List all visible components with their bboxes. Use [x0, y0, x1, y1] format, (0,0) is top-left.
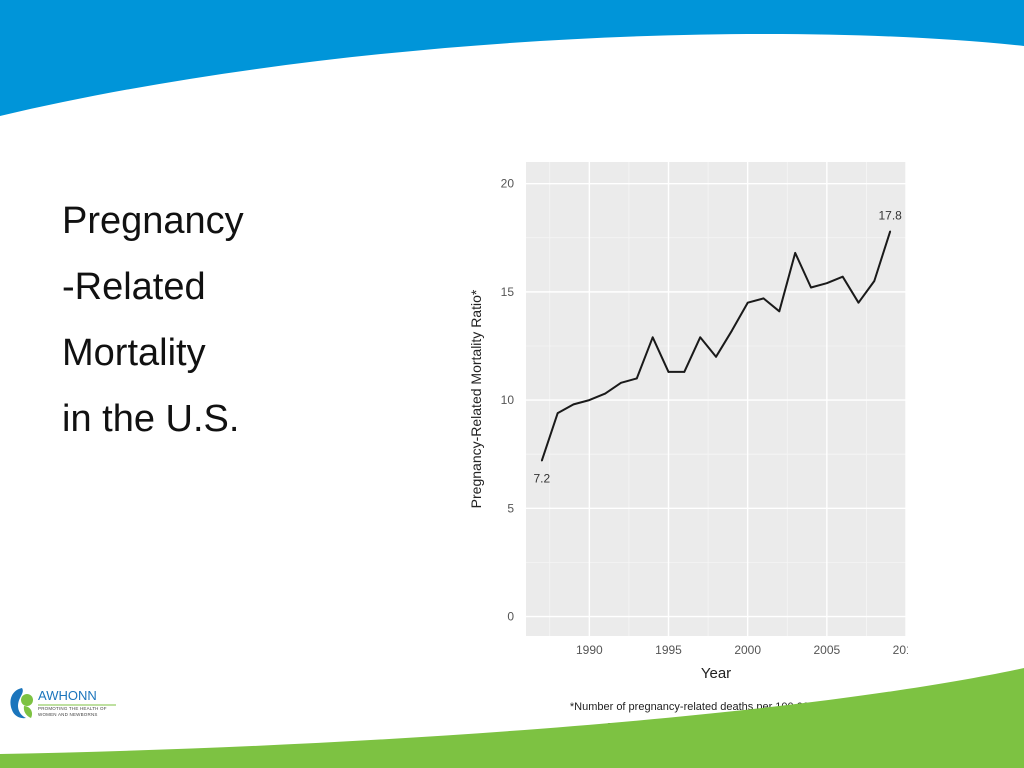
y-tick-label: 0: [507, 610, 514, 624]
x-tick-label: 2005: [813, 643, 840, 657]
data-point: [683, 371, 686, 373]
mortality-chart: 0 5 10 15 20 1990 1995 2000 2005 2010 Year Pregnanc…: [462, 160, 908, 732]
data-point: [636, 377, 638, 380]
slide-title-line-1: Pregnancy: [62, 200, 244, 242]
data-point: [588, 399, 591, 401]
slide-title: Pregnancy -Related Mortality in the U.S.: [62, 188, 244, 452]
data-point: [541, 459, 543, 462]
slide-title-line-3: Mortality: [62, 332, 206, 374]
x-tick-label: 2000: [734, 643, 761, 657]
data-point: [826, 282, 828, 285]
y-tick-label: 5: [507, 501, 514, 515]
x-tick-label: 1990: [576, 643, 603, 657]
data-point: [699, 336, 701, 339]
data-point: [889, 230, 891, 233]
data-point: [715, 355, 717, 358]
data-point: [604, 392, 606, 395]
data-point: [762, 297, 765, 300]
logo-name: AWHONN: [38, 688, 97, 703]
logo-tagline: PROMOTING THE HEALTH OF WOMEN AND NEWBOR…: [38, 706, 107, 717]
data-point: [620, 381, 622, 384]
slide-title-line-2: -Related: [62, 266, 206, 308]
data-point: [841, 275, 844, 278]
data-point: [556, 412, 559, 414]
data-label: 7.2: [533, 472, 550, 486]
x-tick-label: 2010: [893, 643, 908, 657]
data-label: 17.8: [878, 208, 902, 222]
slide-title-line-4: in the U.S.: [62, 398, 240, 440]
data-point: [810, 286, 812, 289]
x-axis-label: Year: [701, 665, 731, 682]
data-point: [572, 403, 575, 406]
data-point: [651, 336, 654, 339]
data-point: [667, 371, 670, 373]
data-point: [873, 280, 876, 282]
data-point: [857, 301, 860, 304]
y-tick-label: 20: [501, 177, 515, 191]
awhonn-mother-child-icon: [10, 688, 116, 719]
x-tick-label: 1995: [655, 643, 682, 657]
plot-background: [526, 162, 906, 636]
y-tick-label: 10: [501, 393, 515, 407]
data-point: [731, 330, 733, 332]
top-wave-decoration: [0, 0, 1024, 116]
chart-canvas: 0 5 10 15 20 1990 1995 2000 2005 2010 Year Pregnanc…: [468, 162, 908, 682]
data-point: [778, 310, 781, 313]
bottom-wave-decoration: [0, 668, 1024, 768]
y-axis-label: Pregnancy-Related Mortality Ratio*: [468, 289, 484, 508]
y-tick-label: 15: [501, 285, 515, 299]
data-point: [746, 301, 749, 304]
data-point: [794, 252, 796, 254]
